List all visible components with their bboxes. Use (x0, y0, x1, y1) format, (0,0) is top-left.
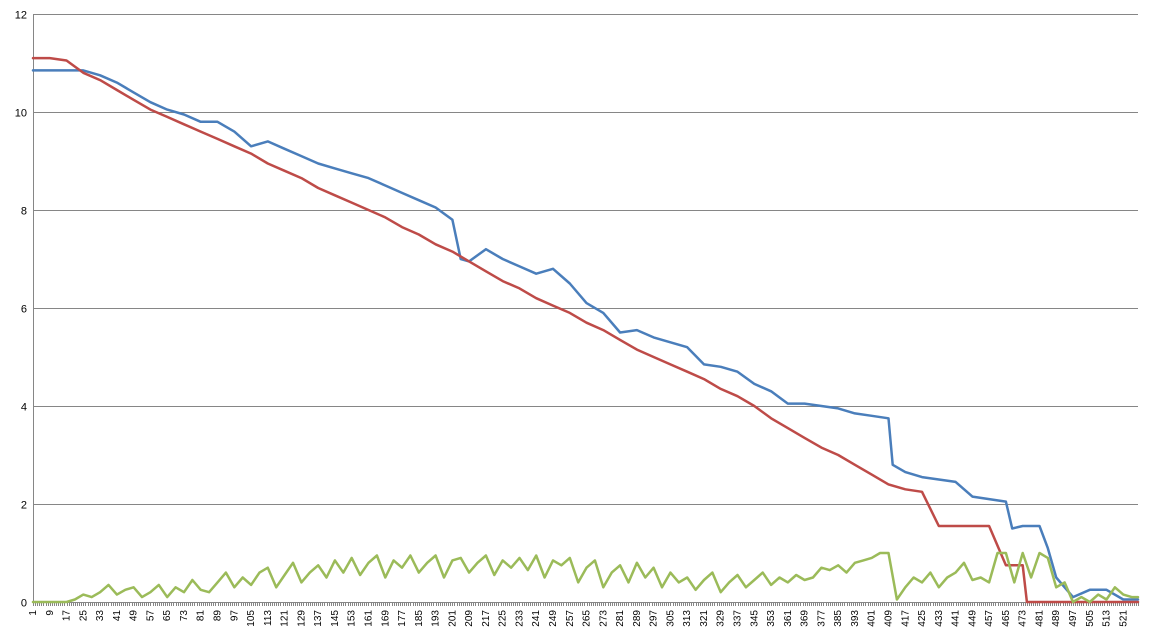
x-tick-label: 329 (716, 610, 727, 627)
x-tick-label: 409 (883, 610, 894, 627)
x-tick-label: 385 (833, 610, 844, 627)
x-tick-label: 417 (900, 610, 911, 627)
x-tick-label: 49 (129, 610, 140, 622)
x-tick-label: 353 (766, 610, 777, 627)
x-tick-label: 177 (397, 610, 408, 627)
x-tick-label: 209 (464, 610, 475, 627)
x-tick-label: 225 (498, 610, 509, 627)
x-tick-label: 345 (749, 610, 760, 627)
x-tick-label: 297 (649, 610, 660, 627)
x-tick-label: 73 (179, 610, 190, 622)
x-tick-label: 89 (213, 610, 224, 622)
x-tick-label: 265 (582, 610, 593, 627)
x-tick-label: 25 (78, 610, 89, 622)
y-tick-label: 6 (21, 304, 27, 316)
x-tick-label: 281 (615, 610, 626, 627)
x-tick-label: 233 (514, 610, 525, 627)
x-tick-label: 41 (112, 610, 123, 622)
x-tick-label: 369 (800, 610, 811, 627)
x-tick-label: 1 (28, 610, 39, 616)
x-tick-label: 361 (783, 610, 794, 627)
x-tick-label: 17 (62, 610, 73, 622)
x-tick-label: 337 (733, 610, 744, 627)
x-tick-label: 129 (296, 610, 307, 627)
x-tick-label: 489 (1051, 610, 1062, 627)
x-tick-label: 145 (330, 610, 341, 627)
y-tick-labels: 0 2 4 6 8 10 12 (15, 10, 27, 610)
x-tick-label: 65 (162, 610, 173, 622)
x-tick-label: 169 (380, 610, 391, 627)
x-tick-label: 393 (850, 610, 861, 627)
series-lines (31, 56, 1140, 604)
x-tick-label: 289 (632, 610, 643, 627)
x-tick-label: 137 (313, 610, 324, 627)
x-tick-label: 497 (1068, 610, 1079, 627)
series-line-2 (31, 56, 1140, 604)
x-tick-label: 513 (1102, 610, 1113, 627)
x-tick-label: 185 (414, 610, 425, 627)
x-tick-label: 305 (665, 610, 676, 627)
x-tick-label: 257 (565, 610, 576, 627)
x-tick-label: 505 (1085, 610, 1096, 627)
x-tick-label: 425 (917, 610, 928, 627)
y-tick-label: 10 (15, 108, 27, 120)
x-tick-label: 481 (1034, 610, 1045, 627)
x-tick-label: 105 (246, 610, 257, 627)
x-tick-label: 97 (229, 610, 240, 622)
axes (33, 14, 1139, 606)
x-tick-label: 241 (531, 610, 542, 627)
x-tick-label: 9 (45, 610, 56, 616)
x-tick-labels: 1 9 17 25 33 41 49 57 65 73 81 89 97 105 113 121 129 137 1… (28, 610, 1129, 627)
x-tick-label: 473 (1018, 610, 1029, 627)
x-tick-label: 121 (280, 610, 291, 627)
series-line-1 (31, 69, 1140, 601)
x-tick-label: 441 (951, 610, 962, 627)
x-tick-label: 193 (431, 610, 442, 627)
x-tick-label: 57 (145, 610, 156, 622)
x-tick-label: 313 (682, 610, 693, 627)
gridlines (33, 14, 1138, 603)
y-tick-label: 0 (21, 598, 27, 610)
x-tick-label: 201 (447, 610, 458, 627)
x-tick-label: 321 (699, 610, 710, 627)
x-tick-label: 81 (196, 610, 207, 622)
x-tick-label: 465 (1001, 610, 1012, 627)
y-tick-label: 8 (21, 206, 27, 218)
x-tick-label: 113 (263, 610, 274, 626)
x-tick-label: 249 (548, 610, 559, 627)
y-tick-label: 12 (15, 10, 27, 22)
x-tick-label: 457 (984, 610, 995, 627)
y-tick-label: 2 (21, 500, 27, 512)
x-tick-label: 217 (481, 610, 492, 627)
x-tick-label: 377 (816, 610, 827, 627)
series-line-3 (31, 551, 1140, 604)
x-tick-label: 153 (347, 610, 358, 627)
x-tick-label: 521 (1118, 610, 1129, 627)
y-tick-label: 4 (21, 402, 27, 414)
x-tick-label: 273 (598, 610, 609, 627)
x-tick-label: 433 (934, 610, 945, 627)
x-tick-label: 401 (867, 610, 878, 627)
x-tick-label: 33 (95, 610, 106, 622)
x-tick-label: 449 (967, 610, 978, 627)
x-tick-label: 161 (363, 610, 374, 627)
